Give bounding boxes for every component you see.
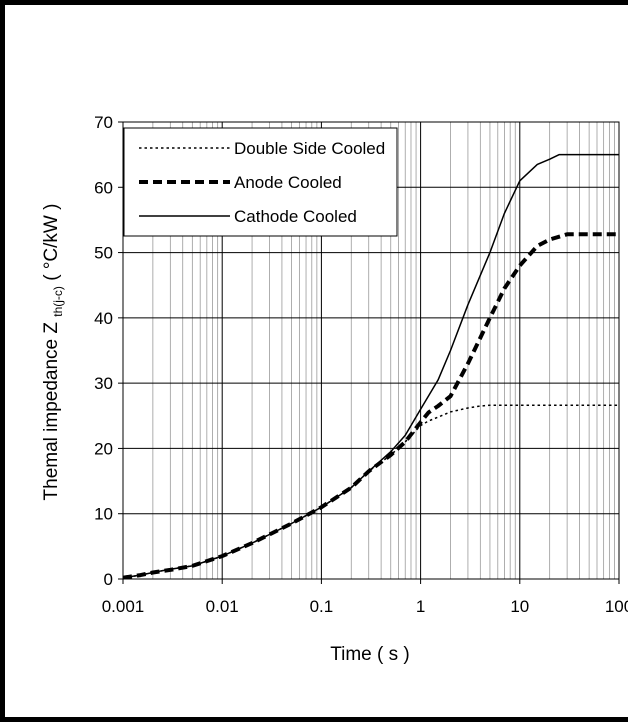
thermal-impedance-chart: 0 10 20 30 40 50 60 70 0.001 0.01 0.1 1 10 100 Doubl…	[41, 113, 628, 665]
legend-box	[123, 127, 398, 237]
y-tick-label: 40	[94, 309, 113, 328]
series-line-cathode-cooled	[122, 153, 619, 579]
series-layer	[122, 153, 619, 580]
x-tick-label: 1	[416, 597, 425, 616]
y-tick-label: 50	[94, 244, 113, 263]
plot-area	[122, 121, 620, 580]
x-tick-label: 10	[510, 597, 529, 616]
y-axis-title-subscript: th(j-c)	[51, 286, 65, 317]
y-axis-title-unit: ( °C/kW )	[41, 204, 62, 281]
y-tick-label: 30	[94, 374, 113, 393]
x-axis-title: Time ( s )	[330, 644, 410, 665]
y-tick-label: 20	[94, 439, 113, 458]
legend-label-double-side-cooled: Double Side Cooled	[234, 139, 385, 158]
x-axis-ticks: 0.001 0.01 0.1 1 10 100	[102, 579, 628, 616]
series-line-double-side-cooled	[122, 404, 619, 579]
legend-label-anode-cooled: Anode Cooled	[234, 173, 342, 192]
x-tick-label: 0.001	[102, 597, 145, 616]
y-tick-label: 60	[94, 178, 113, 197]
legend: Double Side Cooled Anode Cooled Cathode …	[123, 127, 398, 237]
x-tick-label: 0.01	[206, 597, 239, 616]
legend-label-cathode-cooled: Cathode Cooled	[234, 207, 357, 226]
y-axis-ticks: 0 10 20 30 40 50 60 70	[94, 113, 123, 589]
x-tick-label: 100	[605, 597, 628, 616]
x-tick-label: 0.1	[310, 597, 334, 616]
y-tick-label: 10	[94, 505, 113, 524]
y-axis-title: Themal impedance Z th(j-c) ( °C/kW )	[41, 204, 67, 501]
y-tick-label: 0	[104, 570, 113, 589]
y-axis-title-main: Themal impedance Z	[41, 322, 62, 501]
y-tick-label: 70	[94, 113, 113, 132]
